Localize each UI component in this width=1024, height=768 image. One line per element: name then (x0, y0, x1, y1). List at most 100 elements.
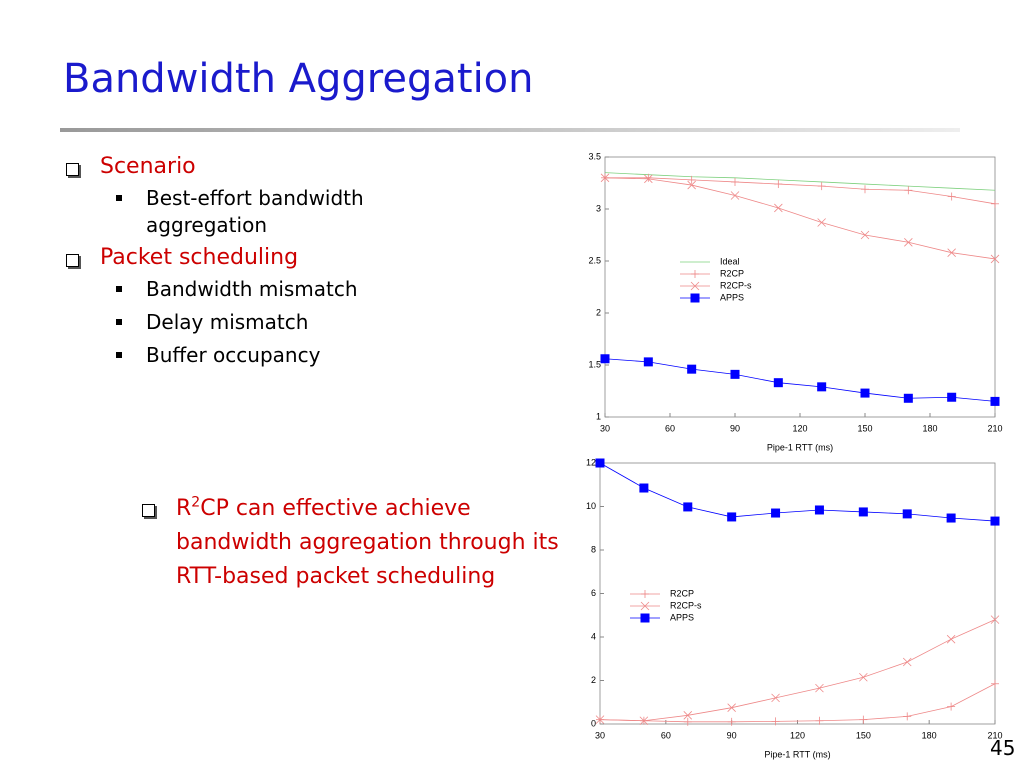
legend-item: R2CP-s (630, 600, 702, 610)
marker (640, 601, 650, 611)
marker (817, 218, 826, 227)
marker-stroke (947, 248, 956, 257)
marker (595, 715, 605, 724)
marker (991, 679, 999, 688)
marker-stroke (595, 715, 605, 724)
marker (690, 293, 700, 303)
x-axis-label: Pipe-1 RTT (ms) (764, 749, 830, 759)
marker-stroke (904, 237, 913, 247)
x-tick-label: 180 (922, 730, 937, 740)
marker (947, 248, 956, 257)
series-line (605, 177, 996, 205)
legend-label: R2CP-s (720, 280, 752, 290)
marker-stroke (990, 615, 1000, 624)
marker (946, 634, 956, 644)
marker-stroke (774, 203, 783, 213)
legend-label: APPS (720, 292, 744, 302)
marker (771, 693, 780, 703)
marker (990, 254, 1000, 264)
x-tick-label: 120 (792, 423, 807, 433)
y-tick-label: 6 (591, 588, 596, 598)
marker-stroke (859, 672, 868, 682)
legend-item: R2CP-s (680, 280, 752, 290)
marker (902, 657, 912, 667)
marker (859, 715, 868, 724)
sub-bullet: Buffer occupancy (64, 342, 406, 369)
marker (990, 396, 1000, 406)
y-tick-label: 2.5 (588, 255, 601, 265)
x-tick-label: 210 (987, 730, 1002, 740)
marker (683, 711, 693, 720)
marker (815, 716, 824, 725)
x-tick-label: 90 (730, 423, 740, 433)
title-rule (60, 128, 960, 132)
marker (817, 382, 827, 392)
series-line (599, 683, 996, 723)
marker (683, 502, 693, 512)
x-tick-label: 210 (987, 423, 1002, 433)
marker (691, 270, 699, 278)
legend-label: R2CP (720, 268, 744, 278)
y-tick-label: 10 (586, 501, 596, 511)
marker (859, 672, 868, 682)
marker-stroke (946, 634, 956, 644)
marker (600, 354, 610, 364)
marker (904, 237, 913, 247)
superscript: 2 (191, 494, 201, 511)
marker-stroke (600, 173, 610, 183)
marker (946, 513, 956, 523)
marker (860, 230, 870, 240)
marker-stroke (815, 683, 824, 693)
y-tick-label: 3 (596, 203, 601, 213)
x-tick-label: 180 (922, 423, 937, 433)
marker (644, 174, 653, 184)
marker (904, 186, 913, 195)
plot-frame (604, 156, 996, 418)
marker-stroke (990, 254, 1000, 264)
marker-stroke (817, 218, 826, 227)
plot-frame (599, 462, 996, 725)
marker (947, 192, 956, 201)
marker (730, 191, 740, 200)
marker-stroke (860, 230, 870, 240)
conclusion-prefix: R (176, 496, 192, 521)
marker (690, 281, 700, 291)
marker-stroke (640, 601, 650, 611)
x-tick-label: 120 (790, 730, 805, 740)
series-line (599, 619, 996, 722)
marker-stroke (771, 693, 780, 703)
marker-stroke (727, 703, 736, 712)
legend-item: APPS (630, 612, 694, 623)
marker-stroke (683, 711, 693, 720)
conclusion: R2CP can effective achieve bandwidth agg… (140, 492, 576, 594)
y-tick-label: 0 (591, 718, 596, 728)
bullet: Packet scheduling (64, 245, 464, 270)
marker (815, 683, 824, 693)
marker (683, 717, 692, 726)
marker (687, 364, 697, 374)
y-tick-label: 8 (591, 544, 596, 554)
marker (643, 357, 653, 367)
marker (730, 369, 740, 379)
slide-title: Bandwidth Aggregation (63, 56, 534, 102)
marker (727, 512, 737, 522)
marker (731, 177, 739, 186)
series-line (604, 358, 996, 402)
marker (902, 509, 912, 519)
marker (727, 717, 736, 726)
marker-stroke (644, 174, 653, 184)
page-number: 45 (990, 736, 1016, 760)
marker-stroke (687, 180, 696, 190)
bullet-list: Scenario Best-effort bandwidth aggregati… (64, 150, 464, 375)
legend-label: R2CP (670, 588, 694, 598)
marker (903, 712, 912, 721)
marker (600, 173, 610, 183)
marker (773, 378, 783, 388)
marker (814, 505, 824, 515)
marker (774, 180, 783, 189)
marker (595, 458, 605, 468)
series-line (604, 177, 996, 260)
marker (771, 508, 781, 518)
